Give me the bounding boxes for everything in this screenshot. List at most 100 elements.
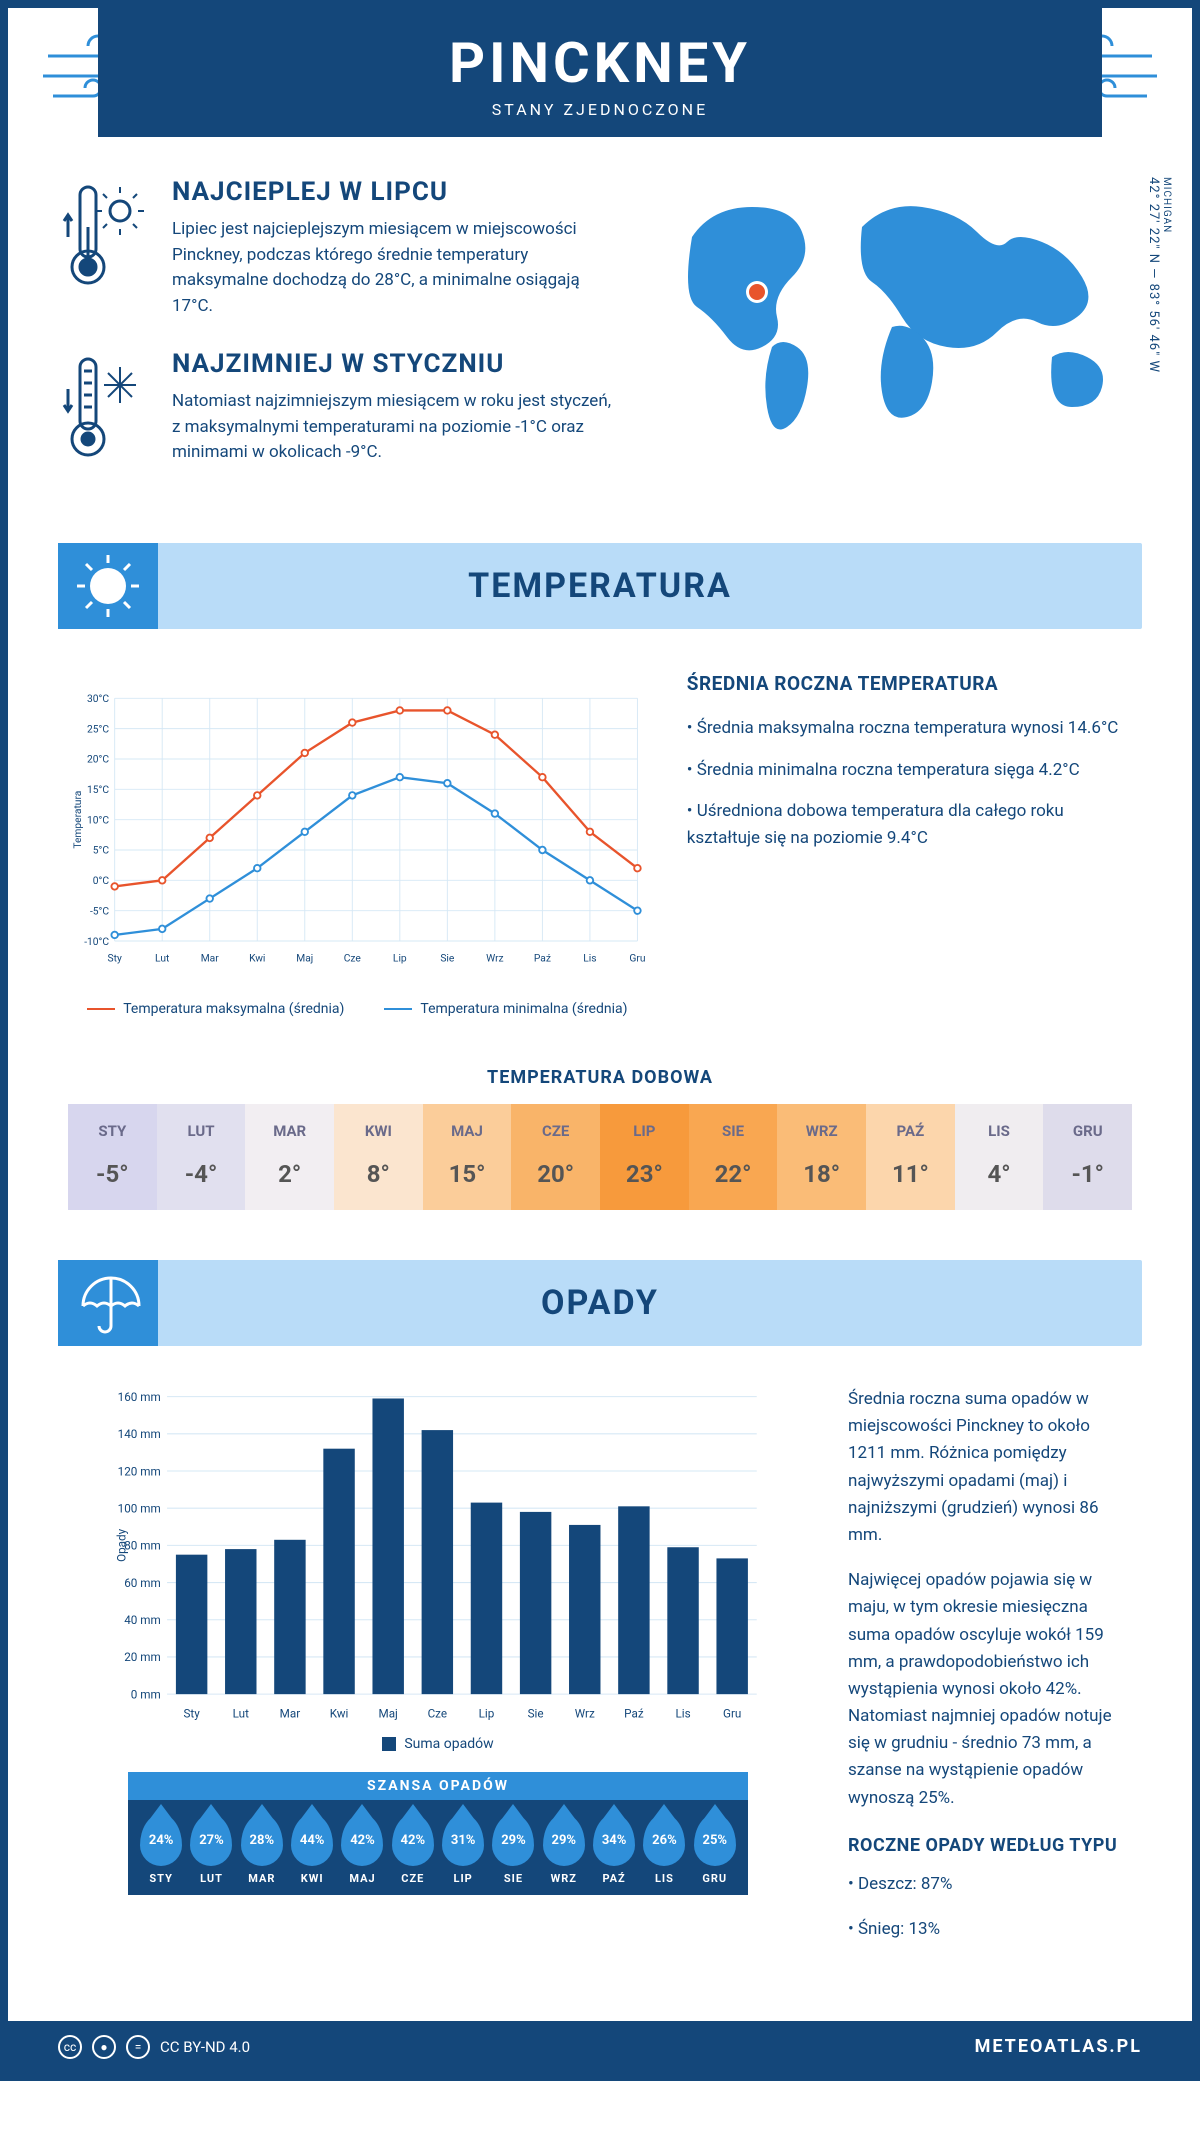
svg-text:Maj: Maj xyxy=(379,1707,398,1721)
svg-text:Kwi: Kwi xyxy=(330,1707,349,1721)
svg-text:60 mm: 60 mm xyxy=(124,1576,161,1590)
svg-text:30°C: 30°C xyxy=(87,692,109,705)
svg-text:Lut: Lut xyxy=(155,952,169,965)
temperature-title: TEMPERATURA xyxy=(468,566,732,606)
daily-cell: PAŹ11° xyxy=(866,1104,955,1210)
annual-temp-b2: • Średnia minimalna roczna temperatura s… xyxy=(687,757,1132,784)
by-icon: ● xyxy=(92,2035,116,2059)
precipitation-snow: • Śnieg: 13% xyxy=(848,1916,1132,1943)
svg-text:120 mm: 120 mm xyxy=(118,1464,161,1478)
page-title: PINCKNEY xyxy=(98,30,1102,96)
chance-row: 24%STY27%LUT28%MAR44%KWI42%MAJ42%CZE31%L… xyxy=(128,1800,748,1895)
daily-cell: GRU-1° xyxy=(1043,1104,1132,1210)
coldest-title: NAJZIMNIEJ W STYCZNIU xyxy=(172,349,612,379)
precipitation-p2: Najwięcej opadów pojawia się w maju, w t… xyxy=(848,1567,1132,1812)
page-footer: cc ● = CC BY-ND 4.0 METEOATLAS.PL xyxy=(8,2021,1192,2073)
svg-text:80 mm: 80 mm xyxy=(124,1539,161,1553)
svg-text:5°C: 5°C xyxy=(93,844,110,857)
svg-text:Opady: Opady xyxy=(115,1528,129,1562)
license-block: cc ● = CC BY-ND 4.0 xyxy=(58,2035,250,2059)
svg-text:Mar: Mar xyxy=(280,1707,301,1721)
precipitation-type-title: ROCZNE OPADY WEDŁUG TYPU xyxy=(848,1832,1132,1861)
warmest-text: Lipiec jest najcieplejszym miesiącem w m… xyxy=(172,217,612,319)
chance-drop: 29%WRZ xyxy=(539,1814,589,1885)
chance-drop: 31%LIP xyxy=(438,1814,488,1885)
svg-text:Cze: Cze xyxy=(344,952,362,965)
svg-text:Kwi: Kwi xyxy=(249,952,265,965)
svg-text:100 mm: 100 mm xyxy=(118,1501,161,1515)
svg-text:Paź: Paź xyxy=(624,1707,644,1721)
chance-drop: 27%LUT xyxy=(186,1814,236,1885)
daily-cell: STY-5° xyxy=(68,1104,157,1210)
page-subtitle: STANY ZJEDNOCZONE xyxy=(98,100,1102,119)
svg-text:15°C: 15°C xyxy=(87,783,109,796)
daily-cell: WRZ18° xyxy=(777,1104,866,1210)
svg-text:Temperatura: Temperatura xyxy=(71,790,84,848)
svg-text:140 mm: 140 mm xyxy=(118,1427,161,1441)
svg-text:Lip: Lip xyxy=(479,1707,495,1721)
coords-value: 42° 27' 22" N — 83° 56' 46" W xyxy=(1146,177,1161,373)
chance-drop: 28%MAR xyxy=(237,1814,287,1885)
chance-drop: 44%KWI xyxy=(287,1814,337,1885)
temperature-line-chart: -10°C-5°C0°C5°C10°C15°C20°C25°C30°CStyLu… xyxy=(68,669,647,989)
svg-text:Lis: Lis xyxy=(675,1707,690,1721)
annual-temp-title: ŚREDNIA ROCZNA TEMPERATURA xyxy=(687,669,1132,699)
svg-text:Mar: Mar xyxy=(201,952,220,965)
chance-drop: 25%GRU xyxy=(690,1814,740,1885)
chance-drop: 29%SIE xyxy=(488,1814,538,1885)
nd-icon: = xyxy=(126,2035,150,2059)
svg-text:-5°C: -5°C xyxy=(90,904,109,917)
svg-text:Wrz: Wrz xyxy=(486,952,504,965)
svg-text:10°C: 10°C xyxy=(87,813,109,826)
svg-text:Sie: Sie xyxy=(440,952,455,965)
svg-text:Wrz: Wrz xyxy=(575,1707,595,1721)
umbrella-icon xyxy=(73,1268,143,1338)
precipitation-legend: Suma opadów xyxy=(68,1736,808,1752)
svg-text:Sty: Sty xyxy=(183,1707,200,1721)
svg-text:20°C: 20°C xyxy=(87,753,109,766)
world-map xyxy=(662,177,1142,437)
chance-drop: 34%PAŹ xyxy=(589,1814,639,1885)
chance-drop: 26%LIS xyxy=(639,1814,689,1885)
annual-temp-b1: • Średnia maksymalna roczna temperatura … xyxy=(687,715,1132,742)
daily-cell: MAJ15° xyxy=(423,1104,512,1210)
svg-text:0 mm: 0 mm xyxy=(131,1687,161,1701)
chance-drop: 24%STY xyxy=(136,1814,186,1885)
svg-text:Lip: Lip xyxy=(393,952,407,965)
annual-temp-b3: • Uśredniona dobowa temperatura dla całe… xyxy=(687,798,1132,852)
daily-cell: LUT-4° xyxy=(157,1104,246,1210)
site-name: METEOATLAS.PL xyxy=(975,2036,1142,2057)
daily-cell: CZE20° xyxy=(511,1104,600,1210)
warmest-title: NAJCIEPLEJ W LIPCU xyxy=(172,177,612,207)
thermometer-snow-icon xyxy=(58,349,148,469)
state-label: MICHIGAN xyxy=(1161,177,1172,367)
svg-text:Lut: Lut xyxy=(233,1707,249,1721)
page-header: PINCKNEY STANY ZJEDNOCZONE xyxy=(98,8,1102,137)
temperature-section-header: TEMPERATURA xyxy=(58,543,1142,629)
svg-text:40 mm: 40 mm xyxy=(124,1613,161,1627)
daily-cell: MAR2° xyxy=(245,1104,334,1210)
coldest-text: Natomiast najzimniejszym miesiącem w rok… xyxy=(172,389,612,466)
svg-text:Lis: Lis xyxy=(583,952,596,965)
svg-text:Sie: Sie xyxy=(528,1707,544,1721)
svg-text:Maj: Maj xyxy=(296,952,313,965)
svg-text:0°C: 0°C xyxy=(93,874,110,887)
coldest-block: NAJZIMNIEJ W STYCZNIU Natomiast najzimni… xyxy=(58,349,622,473)
svg-text:Paź: Paź xyxy=(534,952,551,965)
daily-cell: KWI8° xyxy=(334,1104,423,1210)
thermometer-sun-icon xyxy=(58,177,148,297)
cc-icon: cc xyxy=(58,2035,82,2059)
license-text: CC BY-ND 4.0 xyxy=(160,2038,250,2056)
svg-text:25°C: 25°C xyxy=(87,722,109,735)
chance-drop: 42%MAJ xyxy=(337,1814,387,1885)
coordinates: MICHIGAN 42° 27' 22" N — 83° 56' 46" W xyxy=(1146,177,1172,373)
precipitation-p1: Średnia roczna suma opadów w miejscowośc… xyxy=(848,1386,1132,1549)
legend-max: Temperatura maksymalna (średnia) xyxy=(87,1001,344,1017)
precipitation-rain: • Deszcz: 87% xyxy=(848,1871,1132,1898)
svg-text:Gru: Gru xyxy=(723,1707,741,1721)
temperature-legend: Temperatura maksymalna (średnia) Tempera… xyxy=(68,1001,647,1017)
svg-text:Gru: Gru xyxy=(629,952,645,965)
daily-cell: SIE22° xyxy=(689,1104,778,1210)
svg-text:20 mm: 20 mm xyxy=(124,1650,161,1664)
svg-text:Sty: Sty xyxy=(108,952,122,965)
